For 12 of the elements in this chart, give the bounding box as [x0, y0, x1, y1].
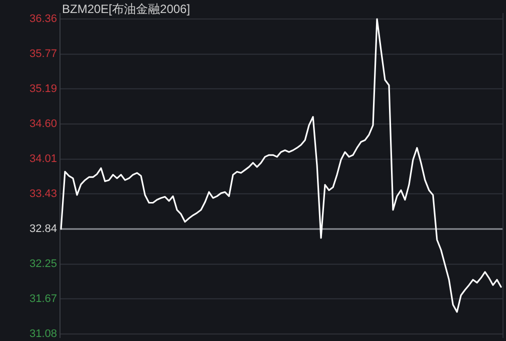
y-tick-label: 34.60 — [29, 118, 57, 130]
y-tick-label: 32.25 — [29, 258, 57, 270]
y-tick-label: 31.08 — [29, 328, 57, 340]
y-tick-label: 35.19 — [29, 82, 57, 95]
y-tick-label: 32.84 — [29, 223, 57, 235]
y-tick-label: 31.67 — [29, 292, 57, 305]
y-tick-label: 34.01 — [29, 153, 57, 166]
y-tick-label: 35.77 — [29, 48, 57, 60]
y-tick-label: 33.43 — [29, 188, 57, 200]
chart-title: BZM20E[布油金融2006] — [62, 2, 190, 16]
line-series — [60, 18, 502, 313]
y-tick-label: 36.36 — [29, 13, 57, 25]
